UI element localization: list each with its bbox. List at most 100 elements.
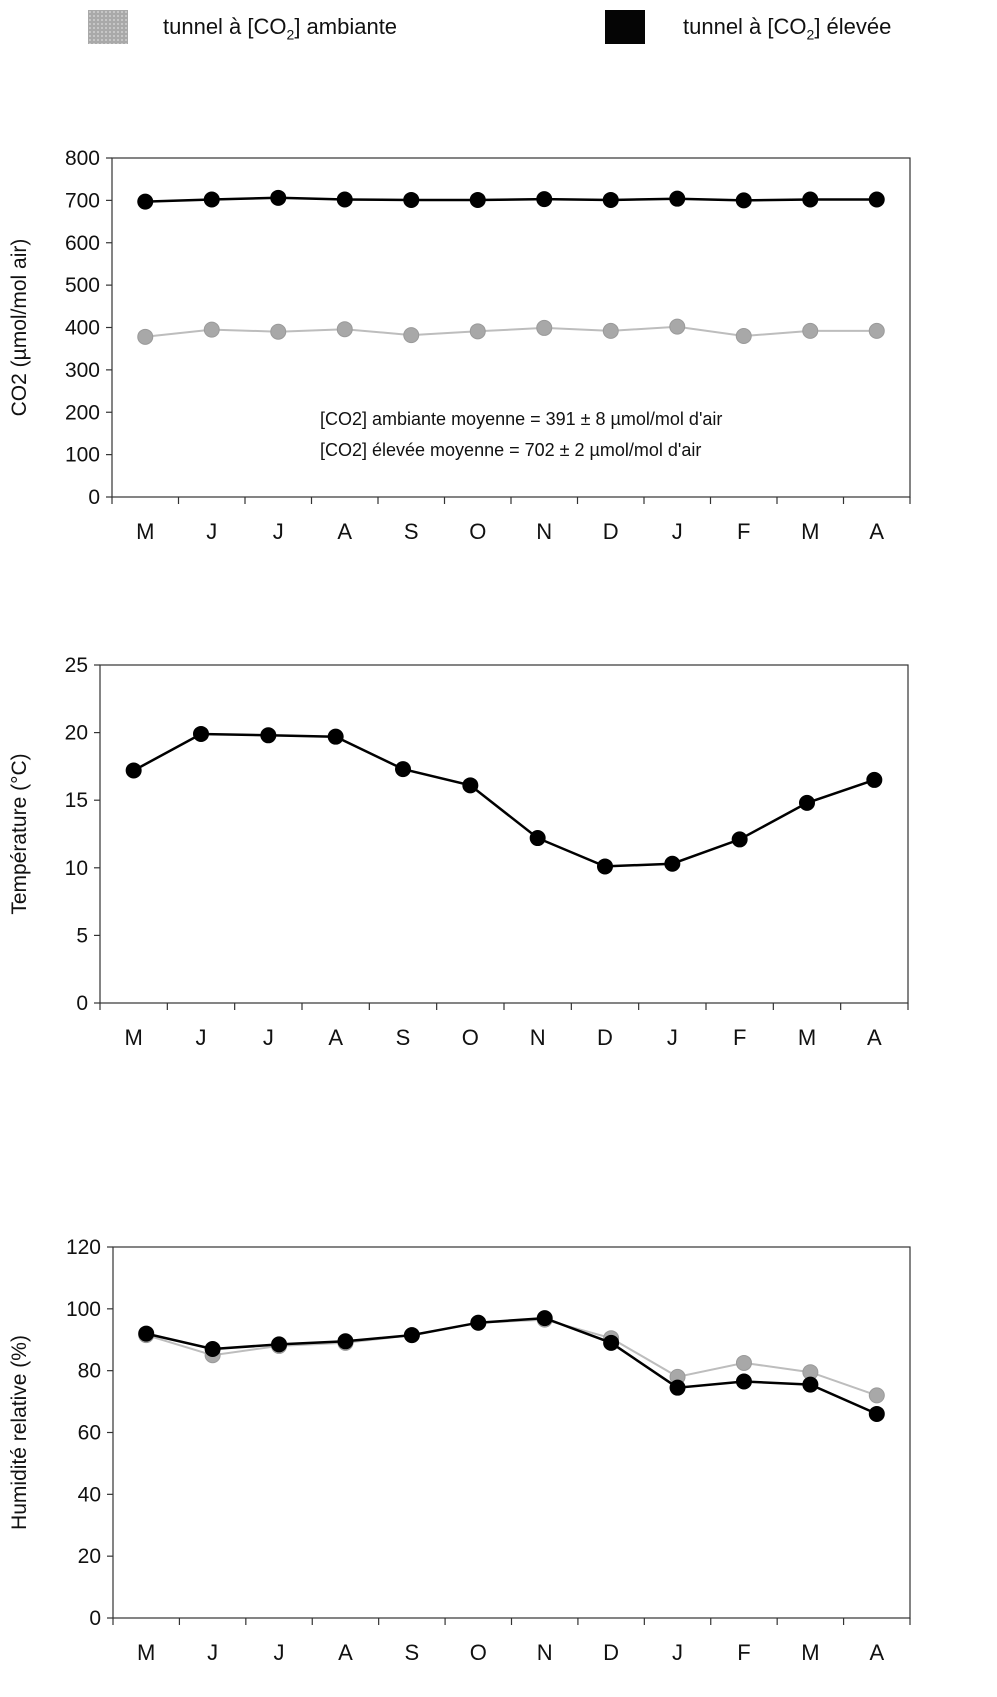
x-tick-label: J bbox=[207, 1640, 218, 1665]
series-line-elevated bbox=[145, 196, 877, 203]
y-tick-label: 800 bbox=[65, 147, 100, 170]
data-point-elevated bbox=[735, 1373, 752, 1390]
data-point-ambient bbox=[336, 321, 353, 338]
x-tick-label: A bbox=[867, 1025, 882, 1050]
data-point-ambient bbox=[469, 323, 486, 340]
x-tick-label: O bbox=[462, 1025, 479, 1050]
data-point-elevated bbox=[337, 1333, 354, 1350]
data-point-ambient bbox=[868, 1387, 885, 1404]
legend-swatch-ambient bbox=[88, 10, 128, 44]
x-tick-label: A bbox=[338, 1640, 353, 1665]
x-tick-label: S bbox=[405, 1640, 420, 1665]
data-point-ambient bbox=[802, 322, 819, 339]
y-tick-label: 15 bbox=[65, 789, 88, 812]
data-point-elevated bbox=[138, 1325, 155, 1342]
data-point-elevated bbox=[669, 1379, 686, 1396]
y-tick-label: 500 bbox=[65, 274, 100, 297]
y-tick-label: 40 bbox=[78, 1483, 101, 1506]
x-tick-label: D bbox=[597, 1025, 613, 1050]
x-tick-label: F bbox=[737, 1640, 750, 1665]
x-tick-label: J bbox=[206, 519, 217, 544]
y-tick-label: 600 bbox=[65, 232, 100, 255]
data-point-elevated bbox=[469, 191, 486, 208]
y-tick-label: 200 bbox=[65, 401, 100, 424]
x-tick-label: J bbox=[263, 1025, 274, 1050]
y-tick-label: 400 bbox=[65, 317, 100, 340]
y-tick-label: 80 bbox=[78, 1360, 101, 1383]
data-point-elevated bbox=[536, 1310, 553, 1327]
legend-swatch-elevated bbox=[605, 10, 645, 44]
data-point-elevated bbox=[137, 193, 154, 210]
data-point-elevated bbox=[868, 191, 885, 208]
data-point-elevated bbox=[470, 1314, 487, 1331]
x-tick-label: A bbox=[869, 519, 884, 544]
y-axis-label: Humidité relative (%) bbox=[8, 1335, 31, 1530]
y-tick-label: 0 bbox=[88, 486, 100, 509]
data-point-elevated bbox=[125, 762, 142, 779]
x-tick-label: S bbox=[396, 1025, 411, 1050]
data-point-elevated bbox=[669, 190, 686, 207]
x-tick-label: J bbox=[672, 519, 683, 544]
data-point-elevated bbox=[403, 191, 420, 208]
y-tick-label: 120 bbox=[66, 1236, 101, 1259]
data-point-ambient bbox=[602, 322, 619, 339]
x-tick-label: N bbox=[536, 519, 552, 544]
x-tick-label: O bbox=[470, 1640, 487, 1665]
series-line-ambient bbox=[145, 1318, 878, 1397]
data-point-elevated bbox=[731, 831, 748, 848]
x-tick-label: M bbox=[125, 1025, 143, 1050]
y-axis-label: CO2 (µmol/mol air) bbox=[8, 239, 31, 417]
y-tick-label: 25 bbox=[65, 654, 88, 677]
data-point-elevated bbox=[270, 189, 287, 206]
data-point-elevated bbox=[193, 725, 209, 742]
data-point-ambient bbox=[669, 318, 686, 335]
x-tick-label: J bbox=[667, 1025, 678, 1050]
legend-label-ambient: tunnel à [CO2] ambiante bbox=[163, 14, 398, 43]
data-point-elevated bbox=[260, 727, 277, 744]
data-point-elevated bbox=[664, 855, 681, 872]
data-point-elevated bbox=[802, 191, 819, 208]
y-tick-label: 20 bbox=[65, 722, 88, 745]
data-point-elevated bbox=[602, 191, 619, 208]
x-tick-label: N bbox=[537, 1640, 553, 1665]
data-point-elevated bbox=[866, 771, 883, 788]
y-tick-label: 10 bbox=[65, 857, 88, 880]
x-tick-label: D bbox=[603, 519, 619, 544]
data-point-elevated bbox=[529, 830, 546, 847]
y-tick-label: 100 bbox=[66, 1298, 101, 1321]
x-tick-label: A bbox=[869, 1640, 884, 1665]
y-tick-label: 60 bbox=[78, 1422, 101, 1445]
x-tick-label: J bbox=[196, 1025, 207, 1050]
data-point-elevated bbox=[799, 794, 815, 811]
x-tick-label: O bbox=[469, 519, 486, 544]
x-tick-label: S bbox=[404, 519, 419, 544]
data-point-elevated bbox=[403, 1327, 420, 1344]
legend: tunnel à [CO2] ambiante tunnel à [CO2] é… bbox=[0, 0, 997, 80]
x-tick-label: A bbox=[328, 1025, 343, 1050]
y-tick-label: 20 bbox=[78, 1545, 101, 1568]
data-point-ambient bbox=[403, 327, 420, 344]
x-tick-label: J bbox=[274, 1640, 285, 1665]
y-tick-label: 0 bbox=[89, 1607, 101, 1630]
legend-label-elevated: tunnel à [CO2] élevée bbox=[683, 14, 892, 43]
x-tick-label: N bbox=[530, 1025, 546, 1050]
data-point-elevated bbox=[271, 1336, 288, 1353]
x-tick-label: F bbox=[733, 1025, 746, 1050]
x-tick-label: M bbox=[801, 1640, 819, 1665]
data-point-elevated bbox=[327, 728, 344, 745]
x-tick-label: M bbox=[798, 1025, 816, 1050]
y-tick-label: 100 bbox=[65, 444, 100, 467]
data-point-ambient bbox=[203, 321, 220, 338]
y-tick-label: 5 bbox=[76, 924, 88, 947]
data-point-elevated bbox=[603, 1334, 620, 1351]
data-point-ambient bbox=[536, 319, 553, 336]
co2-chart: 0 100 200 300 400 500 600 700 800 M J J A S O N D J F M A CO2… bbox=[8, 147, 911, 544]
data-point-elevated bbox=[462, 777, 479, 794]
data-point-elevated bbox=[597, 858, 613, 875]
x-tick-label: A bbox=[337, 519, 352, 544]
y-axis-label: Température (°C) bbox=[8, 753, 31, 914]
x-tick-label: D bbox=[603, 1640, 619, 1665]
data-point-elevated bbox=[802, 1376, 819, 1393]
series-line-elevated bbox=[145, 1316, 878, 1416]
x-tick-label: J bbox=[672, 1640, 683, 1665]
